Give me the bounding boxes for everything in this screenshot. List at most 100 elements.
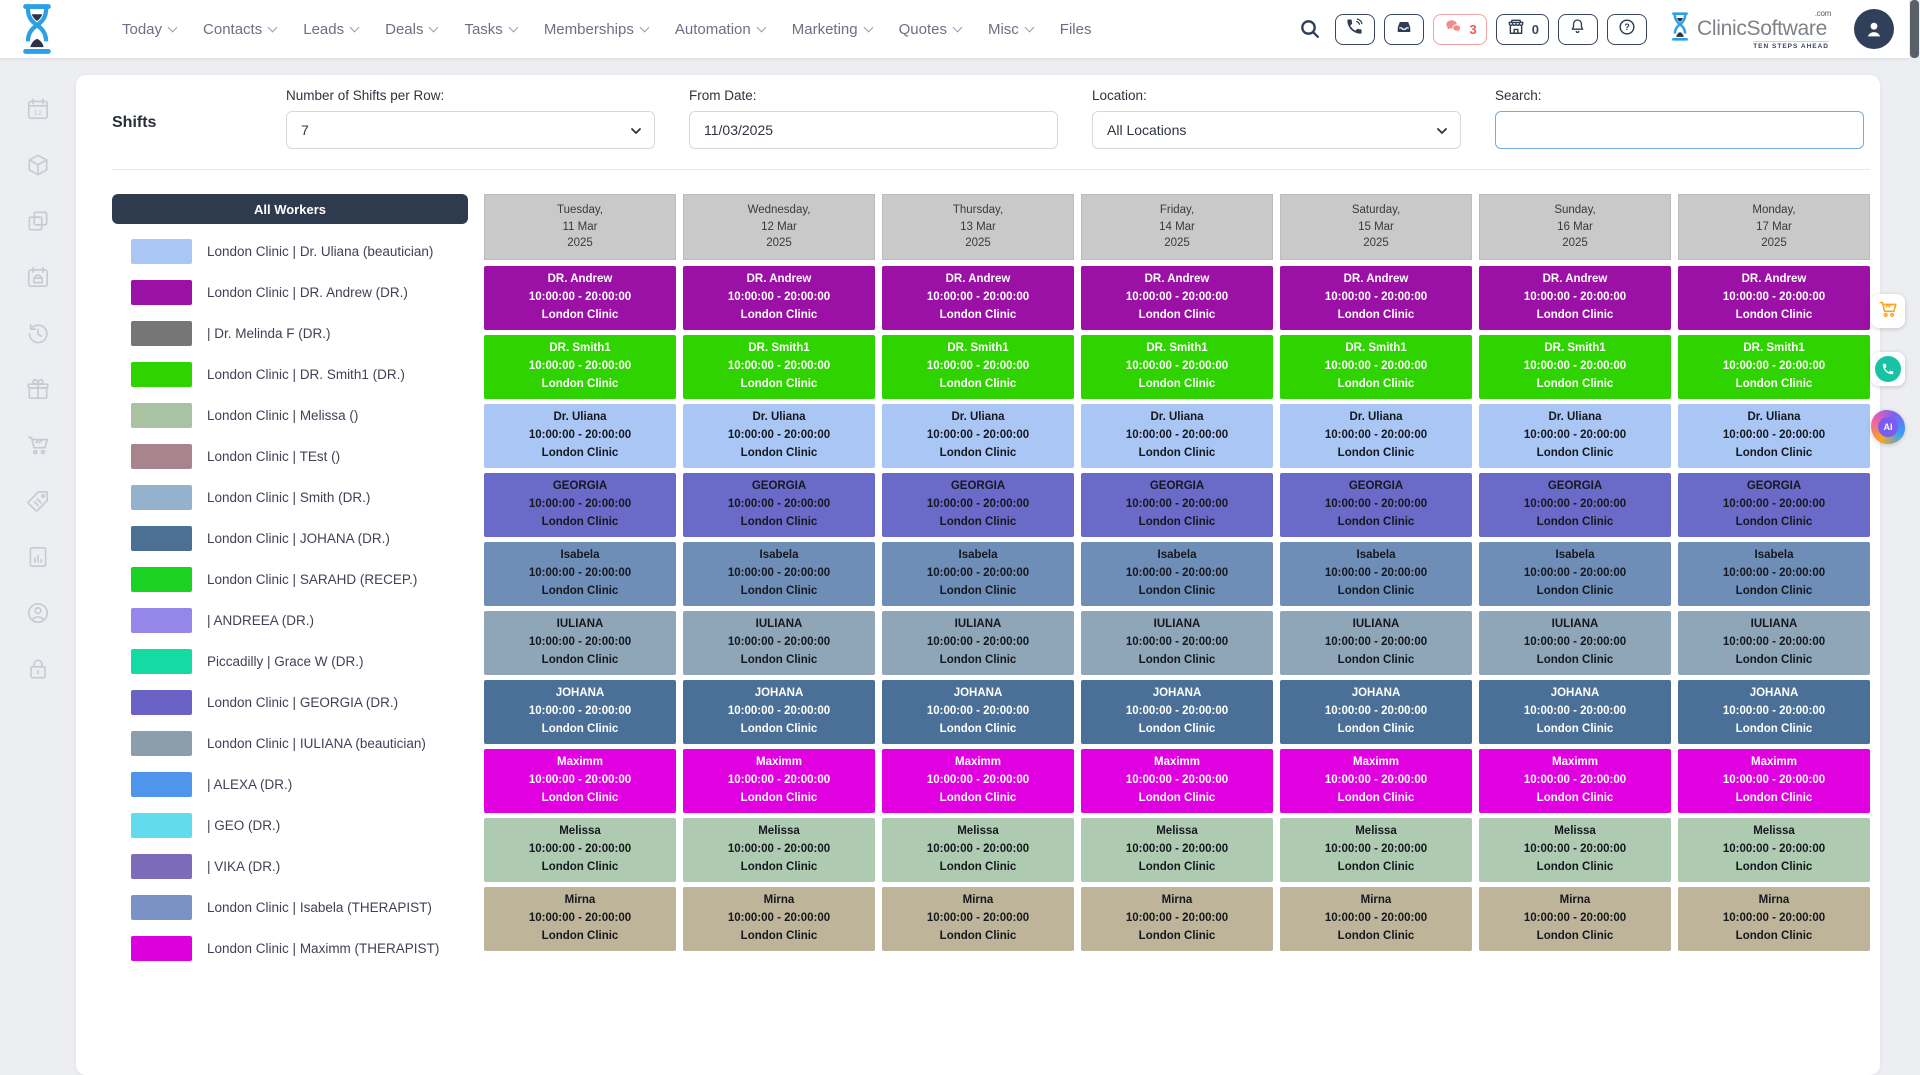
worker-legend-item[interactable]: | VIKA (DR.) <box>112 846 468 887</box>
nav-item-deals[interactable]: Deals <box>385 21 439 38</box>
shifts-per-row-select[interactable]: 7 <box>286 111 655 149</box>
shift-cell[interactable]: JOHANA 10:00:00 - 20:00:00 London Clinic <box>1678 680 1870 744</box>
shift-cell[interactable]: Dr. Uliana 10:00:00 - 20:00:00 London Clin… <box>484 404 676 468</box>
worker-legend-item[interactable]: London Clinic | DR. Smith1 (DR.) <box>112 354 468 395</box>
worker-legend-item[interactable]: | ALEXA (DR.) <box>112 764 468 805</box>
shift-cell[interactable]: GEORGIA 10:00:00 - 20:00:00 London Clinic <box>683 473 875 537</box>
shift-cell[interactable]: GEORGIA 10:00:00 - 20:00:00 London Clinic <box>484 473 676 537</box>
all-workers-header[interactable]: All Workers <box>112 194 468 224</box>
shift-cell[interactable]: Isabela 10:00:00 - 20:00:00 London Clinic <box>683 542 875 606</box>
worker-legend-item[interactable]: | Dr. Melinda F (DR.) <box>112 313 468 354</box>
inbox-button[interactable] <box>1383 13 1424 45</box>
shift-cell[interactable]: Mirna 10:00:00 - 20:00:00 London Clinic <box>882 887 1074 951</box>
phone-call-button[interactable] <box>1334 13 1375 45</box>
shift-cell[interactable]: DR. Andrew 10:00:00 - 20:00:00 London Clin… <box>683 266 875 330</box>
brand-logo[interactable]: ClinicSoftware .com TEN STEPS AHEAD <box>1668 9 1837 50</box>
location-select[interactable]: All Locations <box>1092 111 1461 149</box>
shift-cell[interactable]: Melissa 10:00:00 - 20:00:00 London Clinic <box>1479 818 1671 882</box>
search-input[interactable] <box>1495 111 1864 149</box>
nav-item-contacts[interactable]: Contacts <box>203 21 278 38</box>
shift-cell[interactable]: Maximm 10:00:00 - 20:00:00 London Clinic <box>683 749 875 813</box>
shift-cell[interactable]: Maximm 10:00:00 - 20:00:00 London Clinic <box>1479 749 1671 813</box>
worker-legend-item[interactable]: London Clinic | Smith (DR.) <box>112 477 468 518</box>
cart-icon[interactable] <box>25 432 51 458</box>
shift-cell[interactable]: GEORGIA 10:00:00 - 20:00:00 London Clinic <box>1479 473 1671 537</box>
shift-cell[interactable]: JOHANA 10:00:00 - 20:00:00 London Clinic <box>1081 680 1273 744</box>
shift-cell[interactable]: IULIANA 10:00:00 - 20:00:00 London Clinic <box>1081 611 1273 675</box>
nav-item-today[interactable]: Today <box>122 21 178 38</box>
shift-cell[interactable]: Melissa 10:00:00 - 20:00:00 London Clinic <box>1280 818 1472 882</box>
shift-cell[interactable]: Mirna 10:00:00 - 20:00:00 London Clinic <box>484 887 676 951</box>
shift-cell[interactable]: Maximm 10:00:00 - 20:00:00 London Clinic <box>1678 749 1870 813</box>
shift-cell[interactable]: DR. Andrew 10:00:00 - 20:00:00 London Clin… <box>1280 266 1472 330</box>
shift-cell[interactable]: Dr. Uliana 10:00:00 - 20:00:00 London Clin… <box>1479 404 1671 468</box>
copy-icon[interactable] <box>25 208 51 234</box>
shift-cell[interactable]: Isabela 10:00:00 - 20:00:00 London Clinic <box>1479 542 1671 606</box>
worker-legend-item[interactable]: London Clinic | Dr. Uliana (beautician) <box>112 231 468 272</box>
shift-cell[interactable]: DR. Andrew 10:00:00 - 20:00:00 London Clin… <box>882 266 1074 330</box>
shift-cell[interactable]: Melissa 10:00:00 - 20:00:00 London Clinic <box>683 818 875 882</box>
worker-legend-item[interactable]: London Clinic | TEst () <box>112 436 468 477</box>
shift-cell[interactable]: Isabela 10:00:00 - 20:00:00 London Clinic <box>1081 542 1273 606</box>
nav-item-marketing[interactable]: Marketing <box>792 21 874 38</box>
shift-cell[interactable]: IULIANA 10:00:00 - 20:00:00 London Clinic <box>1678 611 1870 675</box>
shift-cell[interactable]: Dr. Uliana 10:00:00 - 20:00:00 London Clin… <box>683 404 875 468</box>
gift-icon[interactable] <box>25 376 51 402</box>
shift-cell[interactable]: Maximm 10:00:00 - 20:00:00 London Clinic <box>882 749 1074 813</box>
calendar-12-icon[interactable]: 12 <box>25 96 51 122</box>
shift-cell[interactable]: DR. Andrew 10:00:00 - 20:00:00 London Clin… <box>1081 266 1273 330</box>
user-avatar[interactable] <box>1854 9 1894 49</box>
shift-cell[interactable]: DR. Andrew 10:00:00 - 20:00:00 London Clin… <box>484 266 676 330</box>
from-date-input[interactable] <box>689 111 1058 149</box>
shift-cell[interactable]: DR. Smith1 10:00:00 - 20:00:00 London Clin… <box>683 335 875 399</box>
nav-item-quotes[interactable]: Quotes <box>899 21 963 38</box>
shift-cell[interactable]: Isabela 10:00:00 - 20:00:00 London Clinic <box>882 542 1074 606</box>
shift-cell[interactable]: JOHANA 10:00:00 - 20:00:00 London Clinic <box>484 680 676 744</box>
shift-cell[interactable]: Dr. Uliana 10:00:00 - 20:00:00 London Clin… <box>1280 404 1472 468</box>
cart-fab-button[interactable] <box>1871 294 1905 328</box>
worker-legend-item[interactable]: | ANDREEA (DR.) <box>112 600 468 641</box>
scrollbar-thumb[interactable] <box>1910 0 1919 58</box>
shift-cell[interactable]: Melissa 10:00:00 - 20:00:00 London Clinic <box>882 818 1074 882</box>
shift-cell[interactable]: Mirna 10:00:00 - 20:00:00 London Clinic <box>1479 887 1671 951</box>
shift-cell[interactable]: Melissa 10:00:00 - 20:00:00 London Clinic <box>1678 818 1870 882</box>
shift-cell[interactable]: DR. Andrew 10:00:00 - 20:00:00 London Clin… <box>1678 266 1870 330</box>
worker-legend-item[interactable]: London Clinic | GEORGIA (DR.) <box>112 682 468 723</box>
report-icon[interactable] <box>25 544 51 570</box>
nav-item-memberships[interactable]: Memberships <box>544 21 650 38</box>
shift-cell[interactable]: DR. Smith1 10:00:00 - 20:00:00 London Clin… <box>1280 335 1472 399</box>
shift-cell[interactable]: Maximm 10:00:00 - 20:00:00 London Clinic <box>1280 749 1472 813</box>
price-tag-icon[interactable] <box>25 488 51 514</box>
history-icon[interactable] <box>25 320 51 346</box>
worker-legend-item[interactable]: London Clinic | DR. Andrew (DR.) <box>112 272 468 313</box>
shift-cell[interactable]: Maximm 10:00:00 - 20:00:00 London Clinic <box>484 749 676 813</box>
account-icon[interactable] <box>25 600 51 626</box>
worker-legend-item[interactable]: London Clinic | JOHANA (DR.) <box>112 518 468 559</box>
shift-cell[interactable]: DR. Smith1 10:00:00 - 20:00:00 London Clin… <box>1678 335 1870 399</box>
shift-cell[interactable]: Melissa 10:00:00 - 20:00:00 London Clinic <box>484 818 676 882</box>
call-fab-button[interactable] <box>1871 352 1905 386</box>
shift-cell[interactable]: DR. Smith1 10:00:00 - 20:00:00 London Clin… <box>484 335 676 399</box>
shift-cell[interactable]: JOHANA 10:00:00 - 20:00:00 London Clinic <box>882 680 1074 744</box>
shift-cell[interactable]: Melissa 10:00:00 - 20:00:00 London Clinic <box>1081 818 1273 882</box>
calendar-bag-icon[interactable] <box>25 264 51 290</box>
worker-legend-item[interactable]: London Clinic | SARAHD (RECEP.) <box>112 559 468 600</box>
shift-cell[interactable]: Mirna 10:00:00 - 20:00:00 London Clinic <box>683 887 875 951</box>
scrollbar-track[interactable] <box>1909 0 1920 945</box>
worker-legend-item[interactable]: London Clinic | IULIANA (beautician) <box>112 723 468 764</box>
nav-item-automation[interactable]: Automation <box>675 21 767 38</box>
shift-cell[interactable]: GEORGIA 10:00:00 - 20:00:00 London Clinic <box>1678 473 1870 537</box>
help-button[interactable]: ? <box>1606 13 1647 45</box>
shift-cell[interactable]: GEORGIA 10:00:00 - 20:00:00 London Clinic <box>882 473 1074 537</box>
shift-cell[interactable]: DR. Andrew 10:00:00 - 20:00:00 London Clin… <box>1479 266 1671 330</box>
shift-cell[interactable]: Dr. Uliana 10:00:00 - 20:00:00 London Clin… <box>882 404 1074 468</box>
shift-cell[interactable]: Mirna 10:00:00 - 20:00:00 London Clinic <box>1678 887 1870 951</box>
shift-cell[interactable]: GEORGIA 10:00:00 - 20:00:00 London Clinic <box>1081 473 1273 537</box>
nav-item-files[interactable]: Files <box>1060 21 1092 38</box>
package-icon[interactable] <box>25 152 51 178</box>
shift-cell[interactable]: Isabela 10:00:00 - 20:00:00 London Clinic <box>1678 542 1870 606</box>
worker-legend-item[interactable]: London Clinic | Isabela (THERAPIST) <box>112 887 468 928</box>
chat-button[interactable]: 3 <box>1432 13 1487 45</box>
shift-cell[interactable]: IULIANA 10:00:00 - 20:00:00 London Clinic <box>1479 611 1671 675</box>
shift-cell[interactable]: Isabela 10:00:00 - 20:00:00 London Clinic <box>1280 542 1472 606</box>
